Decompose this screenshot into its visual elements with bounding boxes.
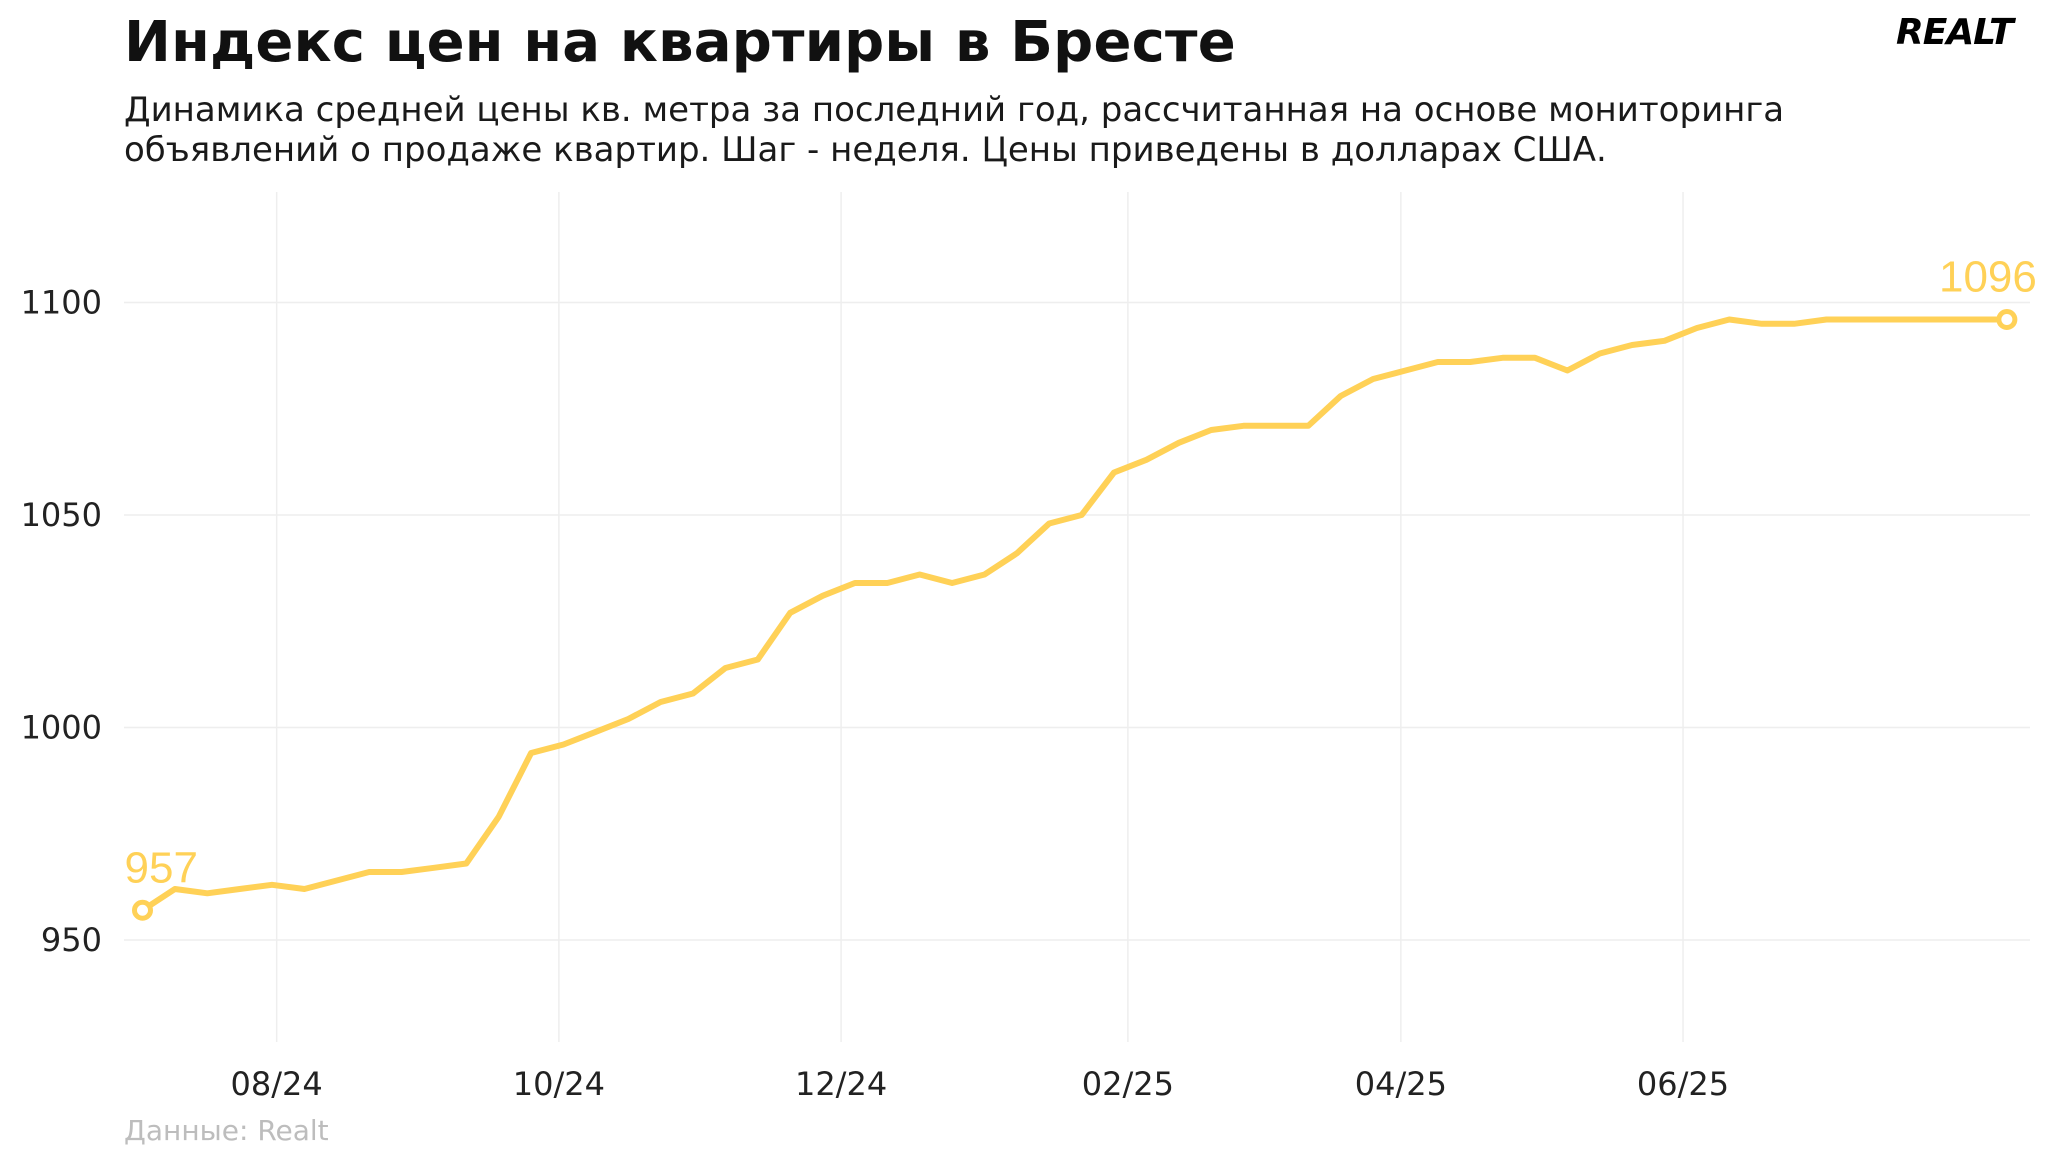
y-tick-label: 1050 <box>21 496 102 534</box>
x-tick-label: 08/24 <box>231 1065 323 1103</box>
subtitle-line-1: Динамика средней цены кв. метра за после… <box>124 90 1785 130</box>
x-tick-label: 06/25 <box>1637 1065 1729 1103</box>
x-tick-label: 10/24 <box>513 1065 605 1103</box>
y-tick-label: 1100 <box>21 284 102 322</box>
endpoint-marker <box>132 899 154 921</box>
subtitle-line-2: объявлений о продаже квартир. Шаг - неде… <box>124 130 1607 170</box>
x-tick-label: 04/25 <box>1355 1065 1447 1103</box>
y-axis-ticks: 950 1000 1050 1100 <box>21 284 102 960</box>
endpoint-marker <box>1996 309 2018 330</box>
chart-title: Индекс цен на квартиры в Бресте <box>124 10 1236 75</box>
series-line <box>139 316 2010 914</box>
source-caption: Данные: Realt <box>124 1114 329 1147</box>
x-tick-label: 12/24 <box>795 1065 887 1103</box>
chart-subtitle: Динамика средней цены кв. метра за после… <box>124 90 1924 170</box>
x-axis-ticks: 08/24 10/24 12/24 02/25 04/25 06/25 <box>231 1065 1730 1103</box>
y-tick-label: 950 <box>41 921 102 959</box>
endpoint-value-label: 957 <box>125 843 198 892</box>
endpoint-value-label: 1096 <box>1939 253 2037 302</box>
realt-logo: REALT <box>1896 12 2014 53</box>
x-tick-label: 02/25 <box>1082 1065 1174 1103</box>
annotations: 957 1096 <box>125 253 2037 921</box>
y-tick-label: 1000 <box>21 709 102 747</box>
